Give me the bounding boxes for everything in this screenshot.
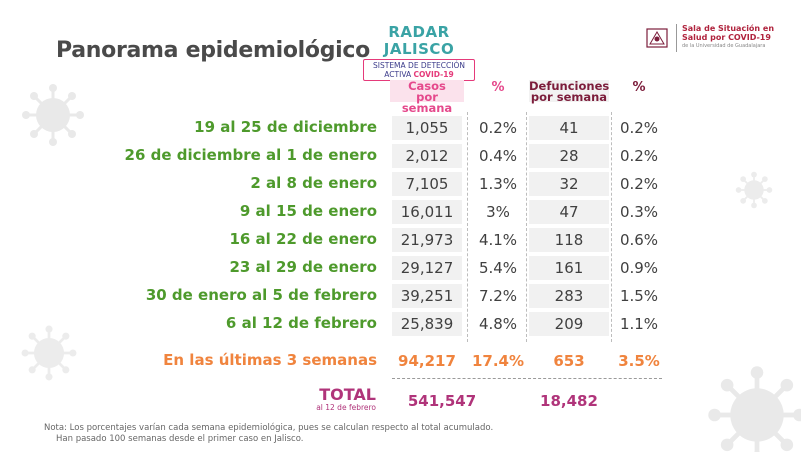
casos-cell: 2,012	[392, 144, 462, 168]
total-casos: 541,547	[407, 392, 477, 410]
defunciones-cell: 161	[529, 256, 609, 280]
row-label: 2 al 8 de enero	[250, 174, 377, 192]
sala-line-3: de la Universidad de Guadalajara	[682, 43, 766, 49]
header-pct-casos: %	[491, 80, 505, 95]
casos-cell: 16,011	[392, 200, 462, 224]
row-label: 30 de enero al 5 de febrero	[145, 286, 377, 304]
column-divider	[526, 112, 527, 342]
casos-cell: 21,973	[392, 228, 462, 252]
table-row: 23 al 29 de enero 29,127 5.4% 161 0.9%	[0, 254, 801, 282]
sala-text: Sala de Situación en Salud por COVID-19 …	[682, 24, 774, 51]
virus-decoration-icon	[21, 325, 77, 381]
table-row: 30 de enero al 5 de febrero 39,251 7.2% 283…	[0, 282, 801, 310]
casos-cell: 29,127	[392, 256, 462, 280]
footnote-line-2: Han pasado 100 semanas desde el primer c…	[56, 434, 304, 444]
last-3-weeks-row: En las últimas 3 semanas 94,217 17.4% 65…	[0, 347, 801, 375]
total-sub: al 12 de febrero	[316, 403, 376, 412]
pct-casos-cell: 1.3%	[478, 175, 518, 193]
row-label: En las últimas 3 semanas	[163, 351, 377, 369]
header-casos: Casos por semana	[390, 79, 464, 114]
pct-def-cell: 1.1%	[619, 315, 659, 333]
total-label-text: TOTAL	[319, 385, 376, 404]
sala-line-1: Sala de Situación en	[682, 24, 775, 33]
column-divider	[611, 112, 612, 342]
casos-cell: 94,217	[398, 352, 456, 370]
row-label: 16 al 22 de enero	[229, 230, 377, 248]
table-row: 19 al 25 de diciembre 1,055 0.2% 41 0.2%	[0, 114, 801, 142]
pct-casos-cell: 7.2%	[478, 287, 518, 305]
pct-def-cell: 0.2%	[619, 119, 659, 137]
defunciones-cell: 28	[529, 144, 609, 168]
virus-decoration-icon	[708, 366, 801, 452]
footnote: Nota: Los porcentajes varían cada semana…	[44, 423, 493, 445]
radar-subtitle-prefix: ACTIVA	[384, 70, 412, 79]
header-casos-sub: por semana	[401, 90, 453, 115]
page-title: Panorama epidemiológico	[56, 38, 370, 63]
pct-def-cell: 0.2%	[619, 175, 659, 193]
defunciones-cell: 653	[553, 352, 585, 370]
pct-casos-cell: 4.8%	[478, 315, 518, 333]
pct-def-cell: 1.5%	[619, 287, 659, 305]
pct-casos-cell: 5.4%	[478, 259, 518, 277]
radar-subtitle-box: SISTEMA DE DETECCIÓN ACTIVA COVID-19	[363, 59, 475, 81]
radar-subtitle-emph: COVID-19	[413, 70, 454, 79]
pct-casos-cell: 3%	[486, 203, 510, 221]
radar-subtitle-2: ACTIVA COVID-19	[364, 70, 474, 79]
defunciones-cell: 283	[529, 284, 609, 308]
pct-casos-cell: 4.1%	[478, 231, 518, 249]
defunciones-cell: 118	[529, 228, 609, 252]
pct-casos-cell: 0.2%	[478, 119, 518, 137]
university-seal-icon	[646, 28, 668, 48]
radar-title: RADAR JALISCO	[383, 23, 455, 58]
row-label: 6 al 12 de febrero	[225, 314, 377, 332]
row-label: 19 al 25 de diciembre	[194, 118, 377, 136]
sala-situacion-logo: Sala de Situación en Salud por COVID-19 …	[644, 24, 794, 54]
defunciones-cell: 209	[529, 312, 609, 336]
footnote-line-1: Nota: Los porcentajes varían cada semana…	[44, 423, 494, 433]
radar-jalisco-logo: RADAR JALISCO SISTEMA DE DETECCIÓN ACTIV…	[356, 24, 482, 81]
header-pct-def: %	[632, 80, 646, 95]
casos-cell: 7,105	[392, 172, 462, 196]
radar-subtitle: SISTEMA DE DETECCIÓN	[373, 61, 465, 70]
table-row: 26 de diciembre al 1 de enero 2,012 0.4% 28…	[0, 142, 801, 170]
total-defunciones: 18,482	[540, 392, 598, 410]
pct-def-cell: 0.3%	[619, 203, 659, 221]
casos-cell: 25,839	[392, 312, 462, 336]
total-divider	[392, 378, 662, 379]
table-row: 2 al 8 de enero 7,105 1.3% 32 0.2%	[0, 170, 801, 198]
casos-cell: 1,055	[392, 116, 462, 140]
virus-decoration-icon	[22, 84, 84, 146]
column-divider	[467, 112, 468, 342]
total-label: TOTAL al 12 de febrero	[306, 385, 376, 413]
header-def-sub: por semana	[530, 90, 608, 104]
pct-def-cell: 0.2%	[619, 147, 659, 165]
table-row: 6 al 12 de febrero 25,839 4.8% 209 1.1%	[0, 310, 801, 338]
pct-def-cell: 3.5%	[618, 352, 660, 370]
header-def-label: Defunciones	[529, 79, 610, 93]
row-label: 9 al 15 de enero	[239, 202, 377, 220]
pct-def-cell: 0.6%	[619, 231, 659, 249]
sala-divider	[676, 24, 677, 52]
casos-cell: 39,251	[392, 284, 462, 308]
sala-line-2: Salud por COVID-19	[682, 33, 771, 42]
pct-casos-cell: 0.4%	[478, 147, 518, 165]
pct-def-cell: 0.9%	[619, 259, 659, 277]
table-row: 9 al 15 de enero 16,011 3% 47 0.3%	[0, 198, 801, 226]
pct-casos-cell: 17.4%	[471, 352, 525, 370]
defunciones-cell: 41	[529, 116, 609, 140]
defunciones-cell: 32	[529, 172, 609, 196]
header-defunciones: Defunciones por semana	[529, 79, 610, 104]
table-row: 16 al 22 de enero 21,973 4.1% 118 0.6%	[0, 226, 801, 254]
virus-decoration-icon	[735, 171, 773, 209]
defunciones-cell: 47	[529, 200, 609, 224]
row-label: 23 al 29 de enero	[229, 258, 377, 276]
row-label: 26 de diciembre al 1 de enero	[124, 146, 377, 164]
header-casos-label: Casos	[408, 79, 446, 93]
